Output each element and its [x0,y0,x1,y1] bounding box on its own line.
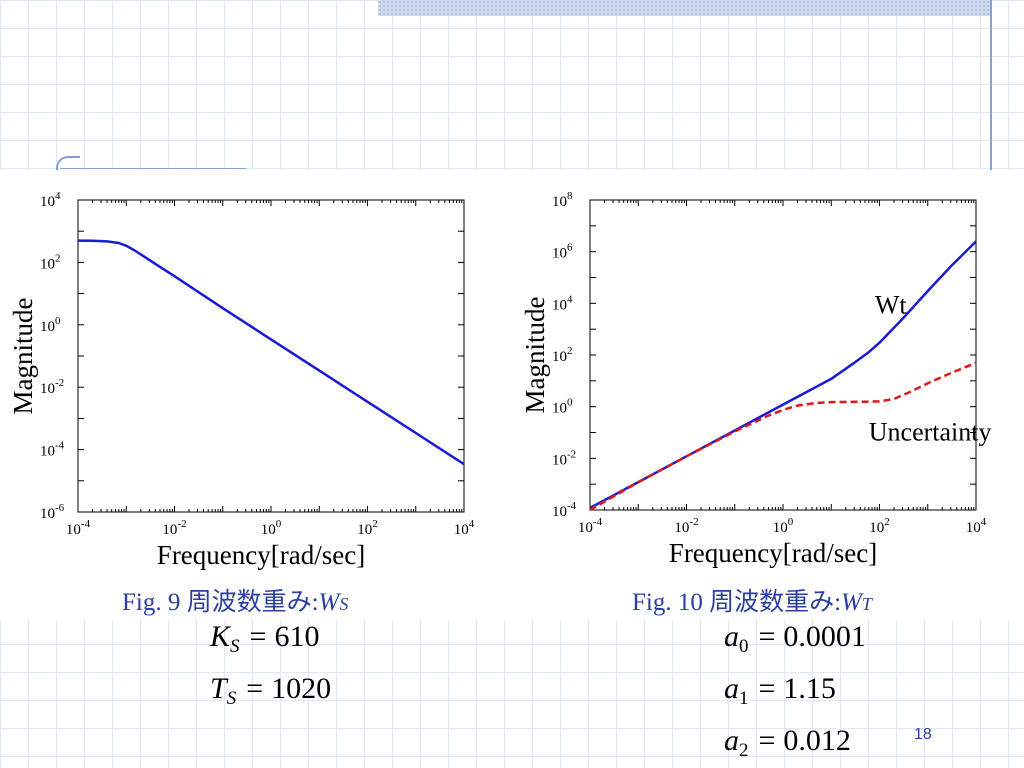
fig10-caption-symbol: W [841,589,862,616]
right-decoration-rule [990,0,992,170]
fig9-caption-symbol: W [318,589,340,616]
equals-sign: = [246,672,264,705]
y-tick-label: 10-2 [40,377,64,397]
y-tick-label: 10-4 [552,500,577,520]
fig10-caption-subscript: T [861,594,872,614]
plot-frame [589,199,977,511]
equals-sign: = [758,620,776,653]
y-tick-label: 10-2 [552,448,576,468]
page-number: 18 [914,726,932,743]
param-a2-value: 0.012 [783,724,851,757]
param-a0: a0 = 0.0001 [724,620,866,658]
x-axis-label: Frequency[rad/sec] [157,540,365,570]
annotation-0: Wt [875,291,908,320]
equals-sign: = [249,620,267,653]
param-ks-var: K [210,620,231,653]
param-a1-var: a [724,672,739,705]
x-axis-label: Frequency[rad/sec] [669,538,877,568]
param-ks: KS = 610 [210,620,319,658]
x-tick-label: 102 [357,518,378,538]
param-a2-var: a [724,724,739,757]
param-a0-var: a [724,620,739,653]
x-tick-label: 104 [966,516,987,536]
param-ts-sub: S [226,688,237,709]
y-tick-label: 102 [40,252,61,272]
y-tick-label: 104 [552,293,573,313]
x-tick-label: 10-2 [162,518,186,538]
y-tick-label: 100 [552,397,573,417]
param-a2: a2 = 0.012 [724,724,851,762]
y-axis-label: Magnitude [8,297,38,414]
y-tick-label: 108 [552,190,573,210]
y-axis-label: Magnitude [520,296,550,413]
x-tick-label: 10-4 [66,518,91,538]
y-tick-label: 10-4 [40,440,65,460]
fig9-caption: Fig. 9 周波数重み:WS [122,582,348,618]
x-tick-label: 10-2 [674,516,698,536]
series-line-0 [77,239,465,466]
x-tick-label: 10-4 [578,516,603,536]
x-tick-label: 100 [261,518,282,538]
param-a2-sub: 2 [739,740,749,761]
plot-frame [77,199,465,513]
decoration-arc [56,156,80,180]
equals-sign: = [758,672,776,705]
x-tick-label: 102 [869,516,890,536]
param-ks-sub: S [230,636,240,657]
param-ks-value: 610 [274,620,320,653]
y-tick-label: 10-6 [40,502,65,522]
param-ts: TS = 1020 [210,672,331,710]
fig9-caption-prefix: Fig. 9 周波数重み: [122,589,319,616]
decoration-line [60,168,246,169]
equals-sign: = [758,724,776,757]
param-a0-sub: 0 [739,636,749,657]
param-ts-value: 1020 [271,672,332,705]
x-tick-label: 100 [773,516,794,536]
series-line-1 [589,361,977,512]
y-tick-label: 104 [40,190,61,210]
fig10-caption-prefix: Fig. 10 周波数重み: [632,589,842,616]
param-a1-sub: 1 [739,688,749,709]
chart-1: 10-4 10-2 100 102 104 108 106 104 102 100 10-2 10-4… [520,190,992,568]
chart-0: 10-4 10-2 100 102 10410410210010-210-410-6Fr… [8,190,475,570]
param-a1-value: 1.15 [783,672,836,705]
x-tick-label: 104 [454,518,475,538]
param-ts-var: T [210,672,227,705]
y-tick-label: 102 [552,345,573,365]
fig9-caption-subscript: S [339,594,349,614]
annotation-1: Uncertainty [869,417,992,446]
fig10-caption: Fig. 10 周波数重み:WT [632,582,872,618]
param-a1: a1 = 1.15 [724,672,836,710]
y-tick-label: 100 [40,315,61,335]
charts-svg: 10-4 10-2 100 102 10410410210010-210-410-6Fr… [8,190,992,570]
param-a0-value: 0.0001 [783,620,866,653]
top-decoration-band [378,0,990,16]
y-tick-label: 106 [552,242,573,262]
